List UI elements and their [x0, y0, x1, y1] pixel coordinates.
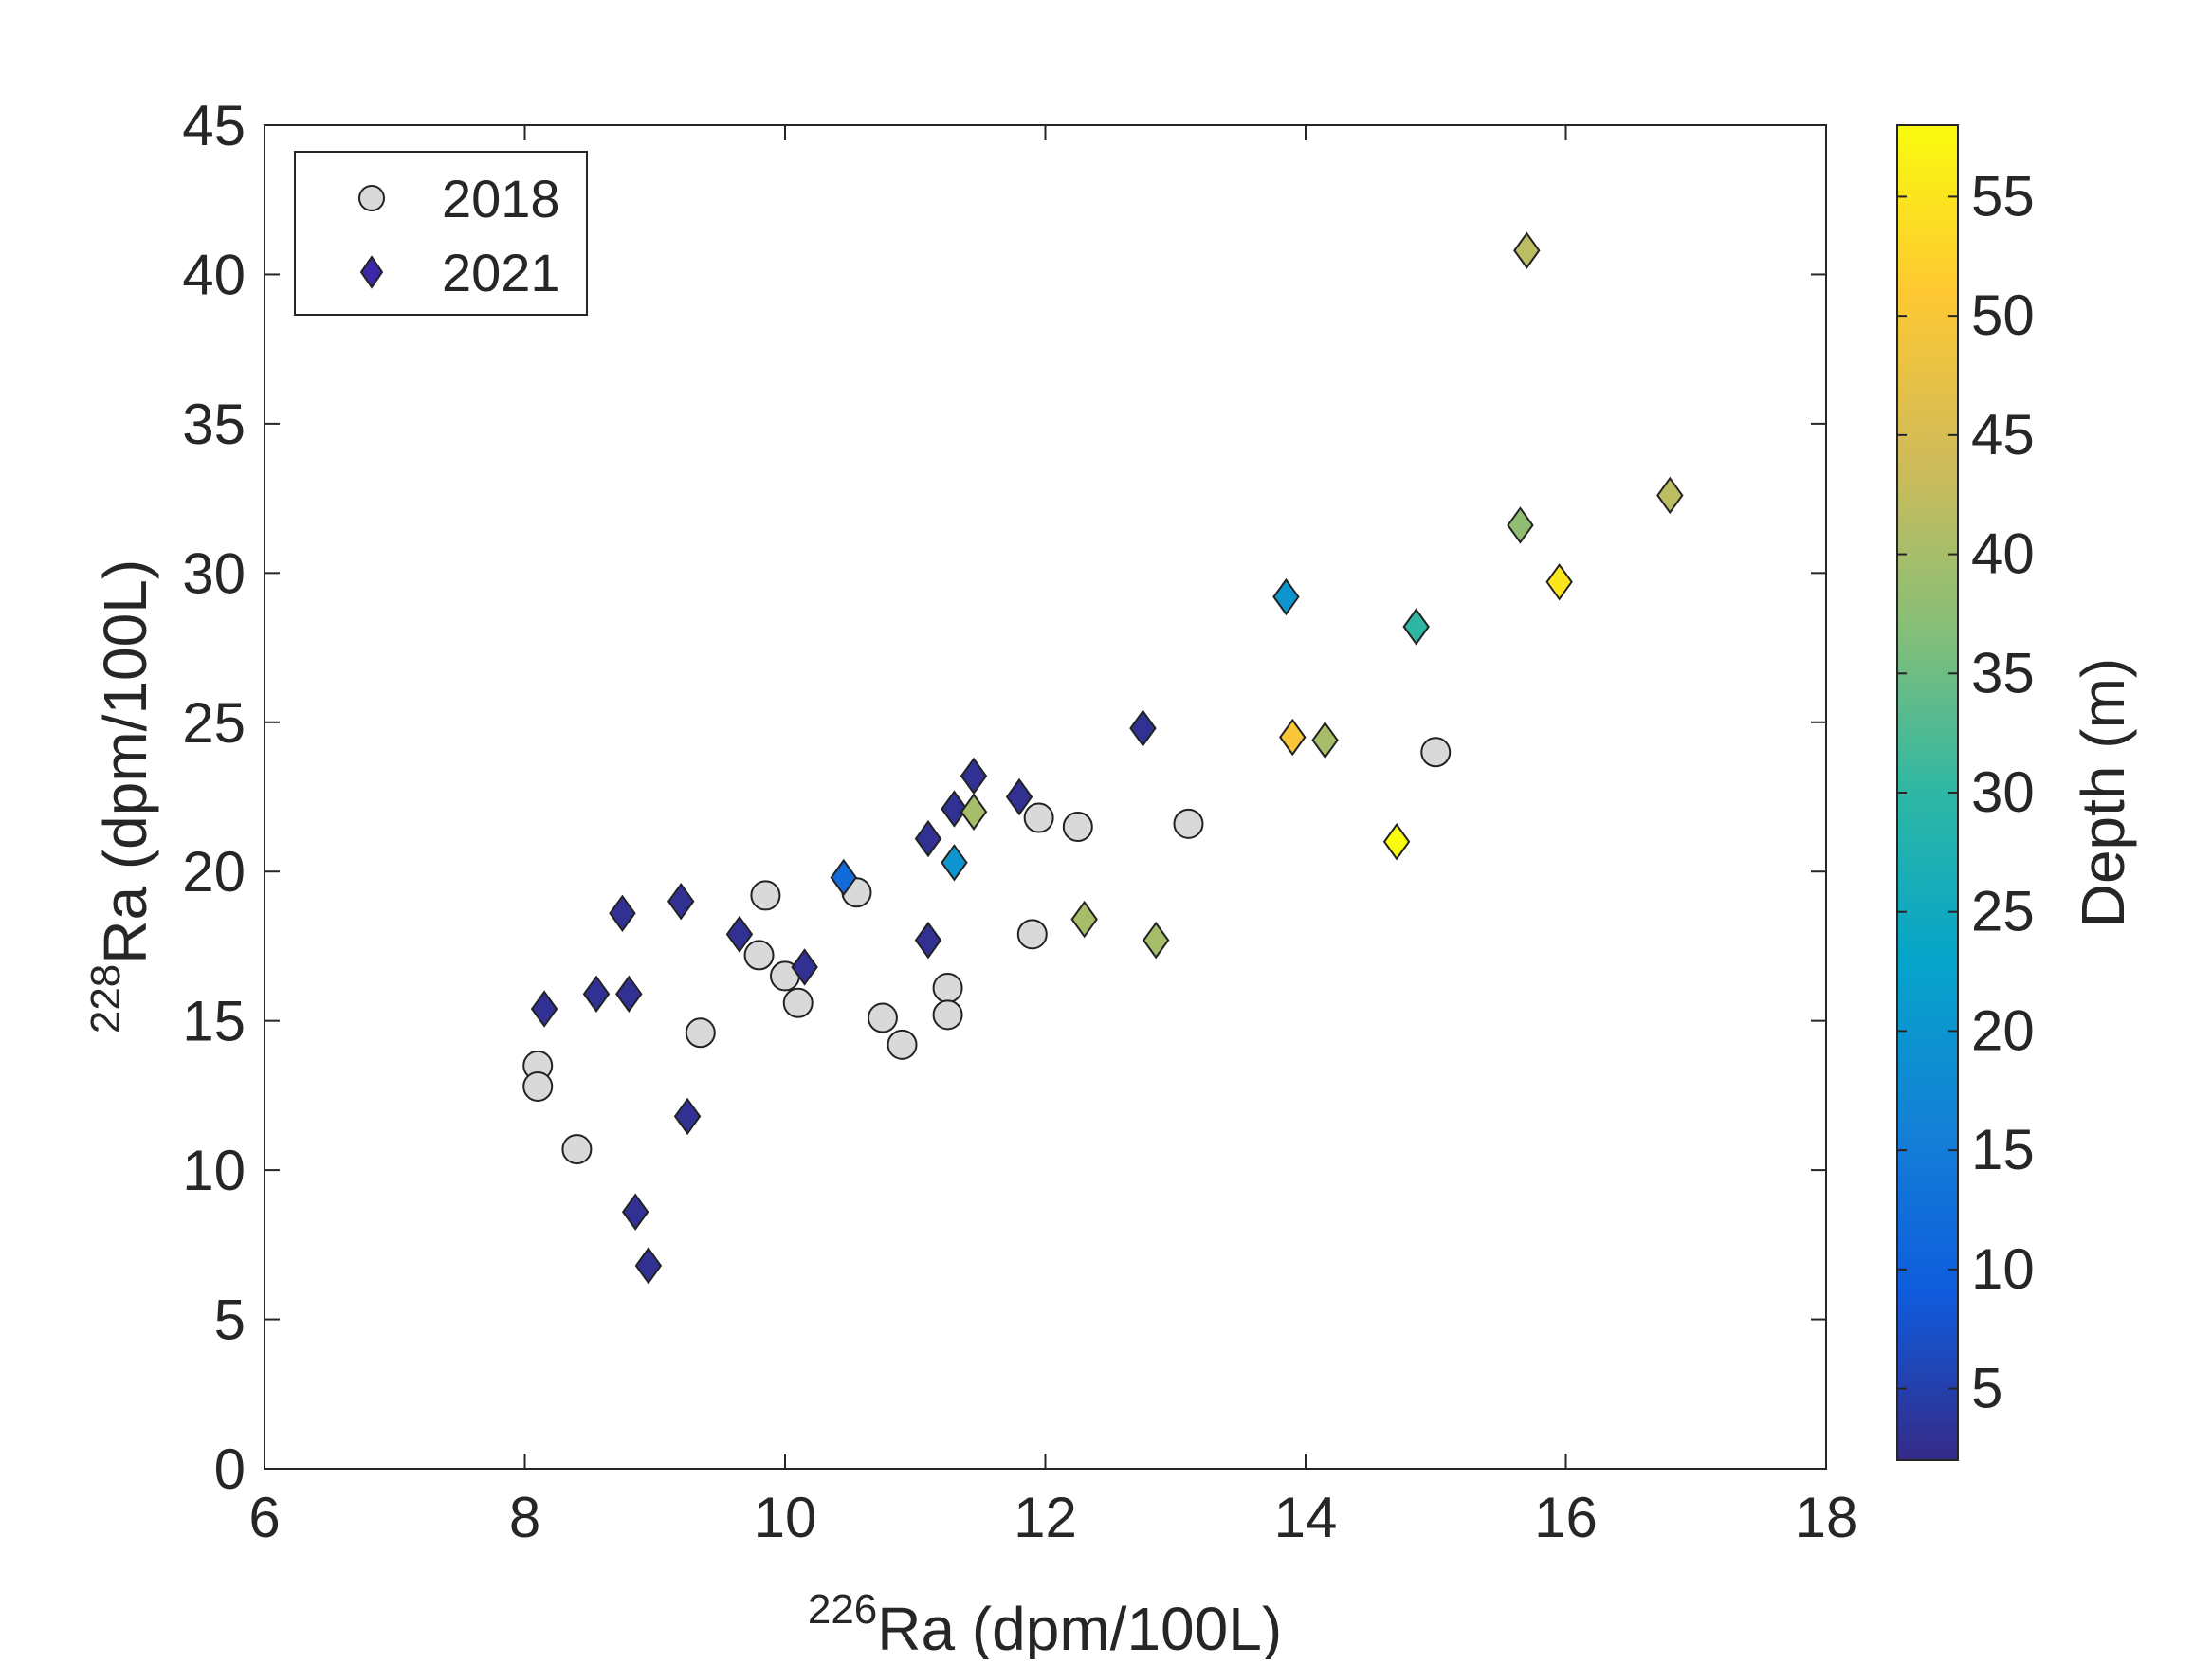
point-2021 [1656, 476, 1684, 515]
x-tick-label: 12 [1014, 1486, 1077, 1549]
point-2021 [667, 883, 695, 921]
x-tick-label: 8 [509, 1486, 540, 1549]
legend-marker-2021 [359, 255, 384, 289]
point-2021 [941, 790, 968, 828]
x-tick-label: 10 [754, 1486, 817, 1549]
point-2021 [960, 793, 988, 831]
point-2021 [725, 915, 754, 954]
point-2018 [867, 1002, 898, 1033]
point-2021 [1513, 231, 1541, 269]
legend-label-2018: 2018 [442, 169, 560, 229]
point-2018 [932, 999, 963, 1031]
point-2018 [1016, 919, 1048, 950]
point-2021 [1005, 777, 1033, 816]
point-2021 [1279, 718, 1307, 757]
x-tick-label: 18 [1795, 1486, 1858, 1549]
x-tick-label: 14 [1274, 1486, 1338, 1549]
point-2021 [1507, 506, 1534, 544]
legend: 2018 2021 [294, 151, 588, 316]
colorbar-tick-label: 45 [1971, 403, 2035, 466]
colorbar-tick-label: 55 [1971, 164, 2035, 228]
point-2021 [621, 1193, 649, 1231]
point-2018 [1420, 737, 1452, 768]
point-2021 [830, 858, 857, 897]
point-2018 [750, 880, 781, 911]
point-2021 [615, 975, 643, 1014]
y-tick-label: 5 [214, 1289, 246, 1352]
y-tick-label: 30 [182, 541, 246, 605]
colorbar-tick-label: 35 [1971, 641, 2035, 704]
legend-label-2021: 2021 [442, 243, 560, 302]
point-2018 [887, 1029, 918, 1060]
point-2021 [914, 921, 942, 960]
colorbar-tick-label: 50 [1971, 283, 2035, 347]
colorbar-tick-label: 15 [1971, 1118, 2035, 1181]
y-tick-label: 0 [214, 1437, 246, 1501]
colorbar-tick-label: 25 [1971, 880, 2035, 943]
point-2021 [1402, 608, 1430, 646]
point-2018 [685, 1017, 716, 1049]
x-axis-label: 226Ra (dpm/100L) [808, 1586, 1282, 1659]
point-2021 [609, 894, 636, 933]
plot-area [264, 124, 1827, 1470]
y-tick-label: 40 [182, 243, 246, 306]
point-2021 [582, 975, 611, 1014]
colorbar-tick-label: 5 [1971, 1357, 2002, 1420]
point-2018 [561, 1134, 593, 1165]
colorbar-gradient [1896, 124, 1959, 1461]
colorbar-ticks: 5 10 15 20 25 30 35 40 45 50 55 [1897, 164, 2035, 1420]
point-2021 [941, 844, 968, 882]
y-tick-label: 20 [182, 840, 246, 904]
y-tick-label: 25 [182, 691, 246, 755]
colorbar-label: Depth (m) [2069, 658, 2137, 928]
y-tick-label: 35 [182, 393, 246, 456]
point-2018 [1062, 811, 1093, 842]
point-2021 [530, 990, 558, 1028]
y-tick-label: 10 [182, 1139, 246, 1202]
x-tick-label: 6 [248, 1486, 280, 1549]
point-2018 [782, 987, 814, 1018]
colorbar-tick-label: 30 [1971, 760, 2035, 824]
point-2018 [1023, 802, 1054, 833]
colorbar-tick-label: 20 [1971, 998, 2035, 1062]
y-tick-label: 15 [182, 990, 246, 1053]
point-2021 [914, 819, 942, 858]
axis-ticks: 6 8 10 12 14 16 18 0 5 10 15 20 25 30 35 40 45 [182, 94, 1857, 1549]
y-tick-label: 45 [182, 94, 246, 157]
colorbar: 5 10 15 20 25 30 35 40 45 50 55 Depth (m) [1896, 124, 2137, 1461]
point-2021 [1311, 721, 1339, 759]
legend-box [294, 151, 588, 316]
point-2021 [960, 757, 988, 795]
point-2018 [743, 940, 775, 971]
point-2018 [1173, 808, 1204, 839]
legend-marker-2018 [358, 185, 385, 211]
colorbar-tick-label: 40 [1971, 522, 2035, 586]
point-2021 [634, 1247, 663, 1285]
point-2021 [1382, 823, 1411, 861]
point-2021 [791, 948, 818, 986]
point-2021 [1545, 563, 1573, 601]
point-2018 [932, 973, 963, 1004]
y-axis-label: 228Ra (dpm/100L) [82, 559, 159, 1033]
point-2021 [1070, 900, 1098, 939]
point-2021 [1142, 921, 1170, 960]
series-2021 [530, 231, 1684, 1285]
point-2021 [673, 1097, 702, 1136]
point-2021 [1129, 709, 1157, 747]
colorbar-tick-label: 10 [1971, 1237, 2035, 1301]
point-2021 [1272, 577, 1300, 616]
x-tick-label: 16 [1534, 1486, 1598, 1549]
point-2018 [522, 1070, 554, 1102]
